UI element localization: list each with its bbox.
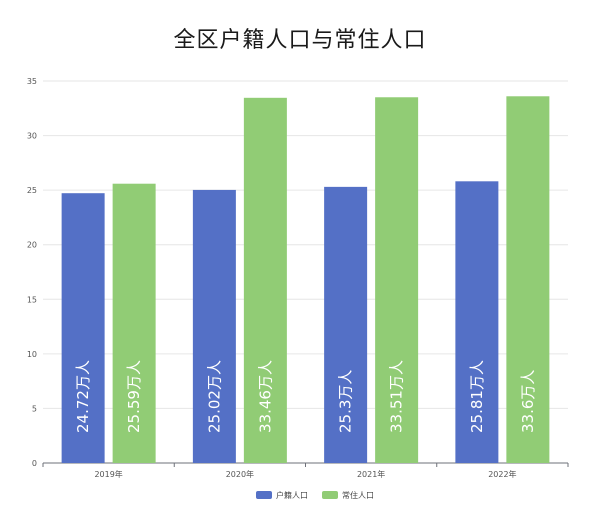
x-tick-label: 2022年 — [488, 469, 516, 479]
bar — [506, 96, 550, 463]
chart-title: 全区户籍人口与常住人口 — [173, 28, 427, 53]
bar-value-label: 33.46万人 — [256, 360, 274, 433]
bar — [243, 97, 287, 464]
y-tick-label: 0 — [32, 459, 37, 468]
bar-value-label: 25.81万人 — [468, 360, 486, 433]
legend-label: 户籍人口 — [276, 490, 308, 500]
x-tick-label: 2021年 — [357, 469, 385, 479]
y-tick-label: 25 — [27, 186, 37, 195]
y-tick-label: 35 — [27, 77, 37, 86]
bar — [61, 193, 105, 463]
y-tick-label: 5 — [32, 404, 37, 413]
legend-swatch — [322, 491, 338, 499]
bar-value-label: 33.51万人 — [388, 360, 406, 433]
y-tick-label: 20 — [27, 241, 37, 250]
y-tick-label: 30 — [27, 132, 37, 141]
bar — [455, 181, 499, 463]
bar — [112, 183, 156, 463]
bar-value-label: 25.59万人 — [125, 360, 143, 433]
legend-label: 常住人口 — [342, 490, 374, 500]
bar-value-label: 24.72万人 — [74, 360, 92, 433]
bar-value-label: 33.6万人 — [519, 370, 537, 433]
bar — [192, 189, 236, 464]
x-tick-label: 2020年 — [226, 469, 254, 479]
bar-value-label: 25.02万人 — [205, 360, 223, 433]
legend-swatch — [256, 491, 272, 499]
x-tick-label: 2019年 — [94, 469, 122, 479]
y-tick-label: 10 — [27, 350, 37, 359]
y-tick-label: 15 — [27, 295, 37, 304]
bar-value-label: 25.3万人 — [337, 370, 355, 433]
bar — [324, 186, 368, 463]
bar — [375, 97, 419, 464]
